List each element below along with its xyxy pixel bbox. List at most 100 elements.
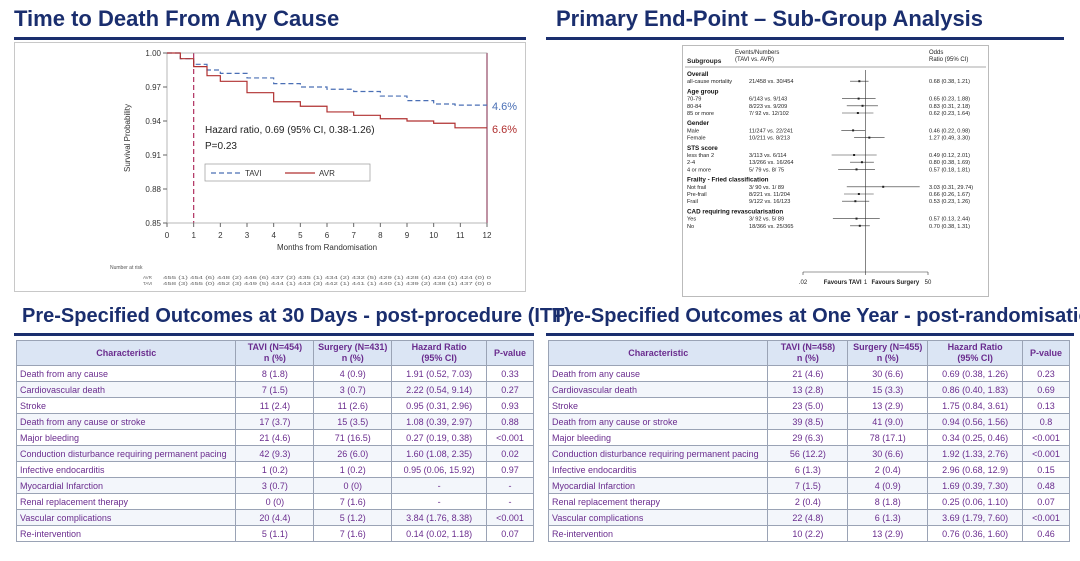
- table-cell: 3.69 (1.79, 7.60): [927, 509, 1023, 526]
- table1y-header-3: Hazard Ratio (95% CI): [927, 340, 1023, 366]
- forest-row-ci: 0.80 (0.38, 1.69): [929, 160, 970, 166]
- table-cell: 0.07: [486, 525, 534, 542]
- forest-point-estimate: [868, 136, 871, 139]
- forest-title: Primary End-Point – Sub-Group Analysis: [556, 6, 984, 31]
- km-xtick-label: 9: [405, 231, 410, 240]
- table-cell: 7 (1.6): [313, 525, 393, 542]
- km-chart: 0.850.880.910.940.971.000 1 2 3 4 5 6 7 8 9 10 11 12…: [110, 49, 517, 286]
- forest-row-events: 11/247 vs. 22/241: [749, 128, 793, 134]
- table-row: Death from any cause or stroke 39 (8.5) 41…: [547, 413, 1070, 430]
- table-cell: 4 (0.9): [313, 365, 393, 382]
- table-cell: 0.25 (0.06, 1.10): [927, 493, 1023, 510]
- forest-row-events: 3/113 vs. 6/114: [749, 153, 786, 159]
- forest-point-estimate: [854, 200, 857, 203]
- km-xtick-label: 7: [351, 231, 356, 240]
- forest-row-label: 85 or more: [687, 111, 714, 117]
- km-line-tavi: [167, 52, 487, 106]
- forest-row-events: 3/ 92 vs. 5/ 89: [749, 217, 784, 223]
- forest-group-heading: Overall: [687, 71, 709, 78]
- table-cell: Stroke: [15, 397, 237, 414]
- forest-hdr-odds1: Odds: [929, 50, 943, 56]
- table-cell: 8 (1.8): [235, 365, 315, 382]
- table-cell: 0.27 (0.19, 0.38): [391, 429, 488, 446]
- table-cell: 20 (4.4): [235, 509, 315, 526]
- forest-row-ci: 0.49 (0.12, 2.01): [929, 153, 970, 159]
- km-legend-tavi-label: TAVI: [245, 169, 262, 178]
- table1y-header-1: TAVI (N=458) n (%): [767, 340, 849, 366]
- table1y-header-0: Characteristic: [547, 340, 769, 366]
- table-cell: 6 (1.3): [767, 461, 849, 478]
- forest-group-heading: Frailty - Fried classification: [687, 177, 769, 184]
- km-xtick-label: 6: [325, 231, 330, 240]
- forest-row-label: Frail: [687, 199, 698, 205]
- forest-favours-surgery: Favours Surgery: [872, 280, 920, 286]
- table-row: Major bleeding 21 (4.6) 71 (16.5) 0.27 (0.1…: [15, 429, 534, 446]
- forest-row-events: 21/458 vs. 30/454: [749, 79, 793, 85]
- km-pvalue-annotation: P=0.23: [205, 141, 237, 152]
- table1y-header-2: Surgery (N=455) n (%): [847, 340, 929, 366]
- forest-row-label: No: [687, 224, 694, 230]
- forest-point-estimate: [855, 217, 858, 220]
- table-cell: 17 (3.7): [235, 413, 315, 430]
- forest-row-label: 70-79: [687, 97, 701, 103]
- forest-row-events: 13/266 vs. 16/264: [749, 160, 793, 166]
- forest-row-ci: 0.66 (0.26, 1.67): [929, 192, 970, 198]
- km-xtick-label: 0: [165, 231, 170, 240]
- table-cell: Death from any cause or stroke: [547, 413, 769, 430]
- table-cell: 0.97: [486, 461, 534, 478]
- table-cell: <0.001: [486, 509, 534, 526]
- table30-title: Pre-Specified Outcomes at 30 Days - post…: [22, 305, 572, 327]
- forest-row-label: Male: [687, 128, 699, 134]
- km-xtick-label: 10: [429, 231, 438, 240]
- table-cell: 0.8: [1022, 413, 1070, 430]
- table-cell: 13 (2.9): [847, 397, 929, 414]
- table-cell: 0 (0): [235, 493, 315, 510]
- forest-row-ci: 0.46 (0.22, 0.98): [929, 128, 970, 134]
- table-cell: 0.07: [1022, 493, 1070, 510]
- table-cell: 3 (0.7): [235, 477, 315, 494]
- table-row: Conduction disturbance requiring permane…: [547, 445, 1070, 462]
- table-row: Stroke 11 (2.4) 11 (2.6) 0.95 (0.31, 2.96) 0…: [15, 397, 534, 414]
- forest-row-events: 5/ 79 vs. 8/ 75: [749, 167, 784, 173]
- forest-row-label: Pre-frail: [687, 192, 707, 198]
- table-row: Conduction disturbance requiring permane…: [15, 445, 534, 462]
- km-plot-area: [166, 52, 488, 224]
- km-hazard-annotation: Hazard ratio, 0.69 (95% CI, 0.38-1.26): [205, 125, 375, 136]
- table-row: Death from any cause 8 (1.8) 4 (0.9) 1.91 (…: [15, 365, 534, 382]
- table30-header-1: TAVI (N=454) n (%): [235, 340, 315, 366]
- km-number-at-risk: Number at risk: [110, 265, 143, 271]
- forest-hdr-events1: Events/Numbers: [735, 50, 779, 56]
- table-cell: 23 (5.0): [767, 397, 849, 414]
- forest-xtick-high: 50: [925, 280, 932, 286]
- forest-point-estimate: [857, 193, 860, 195]
- table-cell: 10 (2.2): [767, 525, 849, 542]
- table-row: Re-intervention 5 (1.1) 7 (1.6) 0.14 (0.02,…: [15, 525, 534, 542]
- table1y-panel: Characteristic TAVI (N=458) n (%) Surgery …: [547, 340, 1070, 542]
- km-xtick-label: 1: [191, 231, 196, 240]
- table-row: Cardiovascular death 7 (1.5) 3 (0.7) 2.22 (…: [15, 381, 534, 398]
- table-cell: Major bleeding: [547, 429, 769, 446]
- table-cell: 78 (17.1): [847, 429, 929, 446]
- table-cell: 56 (12.2): [767, 445, 849, 462]
- table30: Characteristic TAVI (N=454) n (%) Surgery …: [15, 340, 534, 542]
- table-cell: 0.27: [486, 381, 534, 398]
- forest-title-rule: [546, 37, 1064, 40]
- table-cell: Renal replacement therapy: [15, 493, 237, 510]
- table-cell: Infective endocarditis: [15, 461, 237, 478]
- table-cell: 1.75 (0.84, 3.61): [927, 397, 1023, 414]
- table-cell: 5 (1.1): [235, 525, 315, 542]
- table-cell: 3 (0.7): [313, 381, 393, 398]
- table-cell: -: [486, 477, 534, 494]
- table-row: Stroke 23 (5.0) 13 (2.9) 1.75 (0.84, 3.61) 0…: [547, 397, 1070, 414]
- table-cell: 0.02: [486, 445, 534, 462]
- table1y: Characteristic TAVI (N=458) n (%) Surgery …: [547, 340, 1070, 542]
- table-cell: -: [391, 493, 488, 510]
- table-cell: Vascular complications: [547, 509, 769, 526]
- forest-row-ci: 0.70 (0.38, 1.31): [929, 224, 970, 230]
- table-cell: 21 (4.6): [235, 429, 315, 446]
- table-cell: 0 (0): [313, 477, 393, 494]
- table-cell: Major bleeding: [15, 429, 237, 446]
- table-cell: Myocardial Infarction: [547, 477, 769, 494]
- forest-row-ci: 1.27 (0.49, 3.30): [929, 136, 970, 142]
- km-xtick-label: 4: [271, 231, 276, 240]
